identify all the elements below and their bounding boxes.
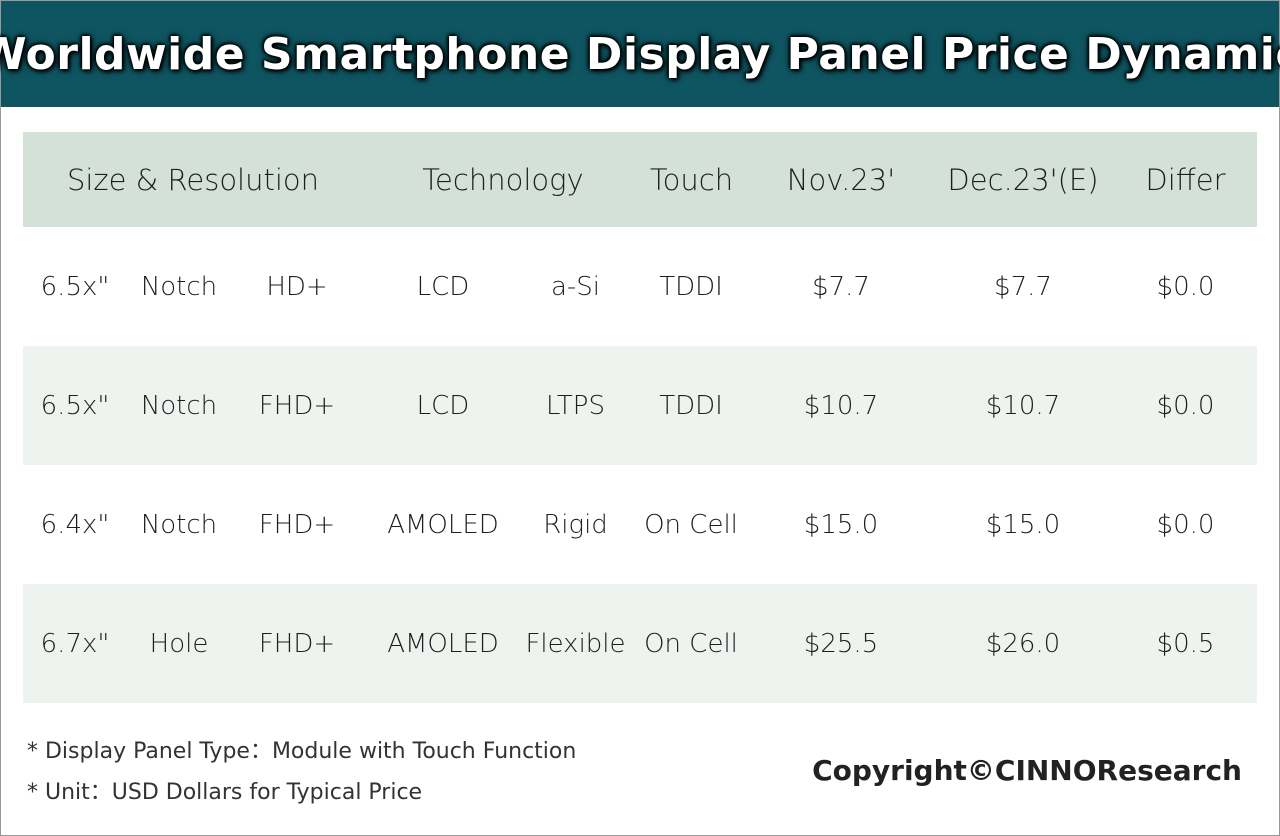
header-touch: Touch [649, 162, 734, 197]
cell-size: 6.5x" [40, 390, 110, 421]
header-technology: Technology [422, 162, 584, 197]
cell-resolution: HD+ [266, 271, 328, 302]
cell-display-tech: LCD [416, 390, 470, 421]
note-unit: * Unit：USD Dollars for Typical Price [27, 780, 423, 805]
cell-touch: TDDI [659, 390, 723, 421]
cell-backplane: Flexible [525, 628, 626, 659]
cell-notch: Notch [140, 509, 218, 540]
cell-notch: Hole [149, 628, 209, 659]
header-nov: Nov.23' [786, 162, 896, 197]
cell-dec-price: $7.7 [994, 271, 1052, 302]
cell-display-tech: AMOLED [387, 628, 499, 659]
cell-size: 6.5x" [40, 271, 110, 302]
header-size-resolution: Size & Resolution [66, 162, 320, 197]
cell-differ: $0.0 [1156, 390, 1215, 421]
cell-nov-price: $25.5 [803, 628, 879, 659]
page-title: Worldwide Smartphone Display Panel Price… [0, 28, 1280, 80]
cell-nov-price: $7.7 [812, 271, 870, 302]
cell-backplane: LTPS [546, 390, 605, 421]
cell-size: 6.4x" [40, 509, 110, 540]
table-header-row: Size & Resolution Technology Touch Nov.2… [23, 132, 1257, 227]
table-row: 6.5x" Notch HD+ LCD a-Si TDDI $7.7 $7.7 $0.0 [23, 227, 1257, 346]
header-differ: Differ [1145, 162, 1226, 197]
cell-nov-price: $10.7 [803, 390, 879, 421]
table-row: 6.7x" Hole FHD+ AMOLED Flexible On Cell $25.5 $… [23, 584, 1257, 703]
cell-resolution: FHD+ [258, 509, 336, 540]
cell-backplane: Rigid [543, 509, 608, 540]
cell-resolution: FHD+ [258, 390, 336, 421]
cell-nov-price: $15.0 [803, 509, 879, 540]
cell-touch: On Cell [644, 509, 738, 540]
cell-resolution: FHD+ [258, 628, 336, 659]
table-row: 6.4x" Notch FHD+ AMOLED Rigid On Cell $15.0 $15… [23, 465, 1257, 584]
cell-dec-price: $15.0 [985, 509, 1061, 540]
cell-differ: $0.0 [1156, 271, 1215, 302]
cell-notch: Notch [140, 271, 218, 302]
table-row: 6.5x" Notch FHD+ LCD LTPS TDDI $10.7 $10.7 $0.0 [23, 346, 1257, 465]
copyright-label: Copyright©CINNOResearch [812, 754, 1242, 787]
cell-touch: TDDI [659, 271, 723, 302]
cell-display-tech: AMOLED [387, 509, 499, 540]
cell-dec-price: $10.7 [985, 390, 1061, 421]
price-table: Size & Resolution Technology Touch Nov.2… [23, 132, 1257, 703]
cell-differ: $0.0 [1156, 509, 1215, 540]
cell-dec-price: $26.0 [985, 628, 1061, 659]
title-bar: Worldwide Smartphone Display Panel Price… [0, 1, 1280, 107]
cell-display-tech: LCD [416, 271, 470, 302]
cell-notch: Notch [140, 390, 218, 421]
note-panel-type: * Display Panel Type：Module with Touch F… [27, 739, 577, 764]
cell-touch: On Cell [644, 628, 738, 659]
header-dec: Dec.23'(E) [947, 162, 1099, 197]
cell-backplane: a-Si [550, 271, 601, 302]
cell-size: 6.7x" [40, 628, 110, 659]
table-body: 6.5x" Notch HD+ LCD a-Si TDDI $7.7 $7.7 $0.0 6.5x… [23, 227, 1257, 703]
cell-differ: $0.5 [1156, 628, 1215, 659]
